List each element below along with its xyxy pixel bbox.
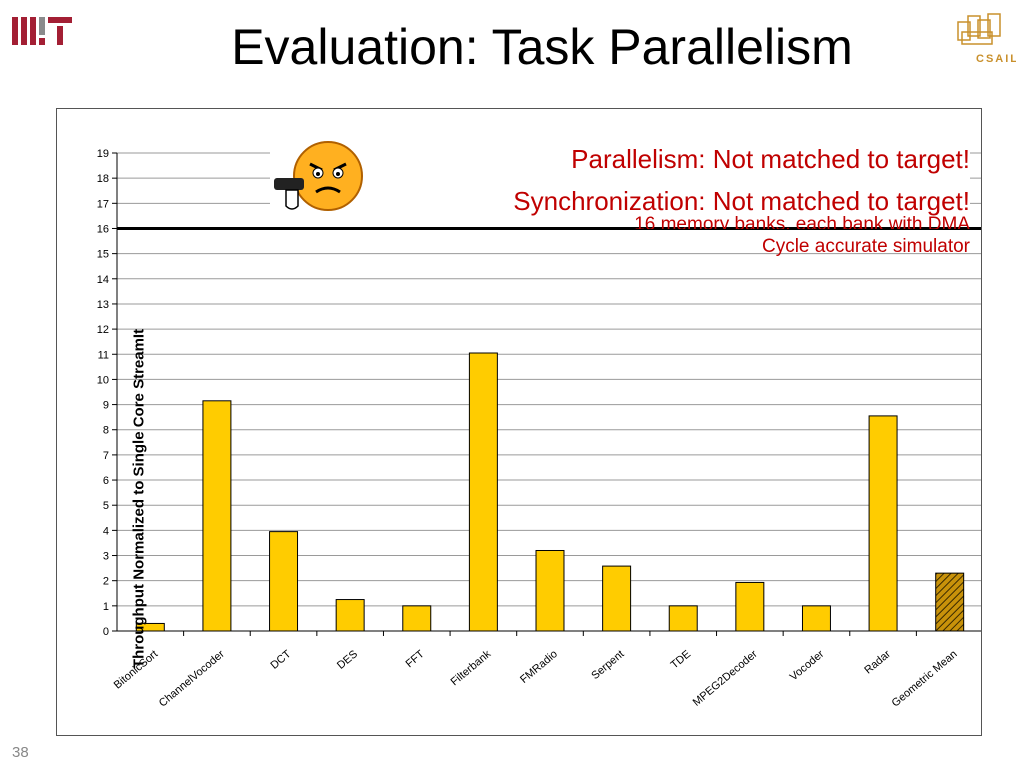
y-tick-label: 10 — [97, 374, 109, 386]
x-tick-label: Serpent — [589, 648, 626, 682]
bar — [668, 605, 698, 632]
y-tick-label: 3 — [103, 551, 109, 563]
x-tick-label: MPEG2Decoder — [691, 648, 760, 709]
annotation-simulator: Cycle accurate simulator — [761, 236, 970, 257]
x-tick-label: TDE — [669, 648, 694, 671]
y-tick-label: 8 — [103, 425, 109, 437]
x-tick-label: FMRadio — [518, 648, 560, 686]
x-tick-label: DCT — [268, 648, 293, 672]
y-tick-label: 12 — [97, 324, 109, 336]
y-tick-label: 11 — [98, 349, 109, 361]
x-tick-label: Filterbank — [449, 648, 494, 689]
bar — [801, 605, 831, 632]
y-tick-label: 18 — [97, 173, 109, 185]
mit-logo — [12, 14, 80, 55]
bar — [402, 605, 432, 632]
bar — [602, 565, 632, 632]
x-tick-label: Vocoder — [788, 648, 827, 683]
bar — [735, 581, 765, 632]
annotation-memory: 16 memory banks, each bank with DMA — [634, 214, 970, 229]
y-tick-label: 5 — [103, 500, 109, 512]
y-tick-label: 19 — [97, 148, 109, 160]
x-tick-label: DES — [335, 648, 360, 672]
y-tick-label: 17 — [97, 198, 109, 210]
y-tick-label: 0 — [103, 626, 109, 638]
y-tick-label: 16 — [97, 223, 109, 235]
y-tick-label: 14 — [97, 274, 109, 286]
bar — [335, 599, 365, 632]
bar — [202, 400, 232, 632]
annotation-memory-clip: 16 memory banks, each bank with DMA — [450, 212, 970, 229]
bar — [535, 549, 565, 632]
bar — [868, 415, 898, 632]
y-tick-label: 15 — [97, 249, 109, 261]
bar — [135, 622, 165, 632]
y-tick-label: 4 — [103, 525, 109, 537]
x-tick-label: FFT — [404, 648, 427, 670]
y-tick-label: 6 — [103, 475, 109, 487]
y-tick-label: 1 — [103, 601, 109, 613]
slide-title: Evaluation: Task Parallelism — [231, 19, 853, 75]
x-tick-label: Radar — [862, 648, 893, 677]
x-tick-label: Geometric Mean — [890, 648, 960, 709]
csail-logo: CSAIL — [948, 10, 1017, 71]
annotation-synchronization: Synchronization: Not matched to target! — [513, 186, 970, 216]
y-tick-label: 7 — [103, 450, 109, 462]
y-tick-label: 13 — [97, 299, 109, 311]
bar — [935, 572, 965, 632]
y-axis-label: Throughput Normalized to Single Core Str… — [130, 328, 148, 669]
bar — [468, 352, 498, 632]
annotation-parallelism: Parallelism: Not matched to target! — [571, 144, 970, 174]
bar — [269, 531, 299, 632]
y-tick-label: 9 — [103, 400, 109, 412]
emoji-icon — [272, 140, 368, 221]
x-tick-label: ChannelVocoder — [157, 648, 227, 710]
y-tick-label: 2 — [103, 576, 109, 588]
annotation-backdrop — [270, 140, 970, 210]
svg-text:CSAIL: CSAIL — [976, 53, 1016, 65]
slide-number: 38 — [12, 744, 29, 761]
bar-chart: 012345678910111213141516171819BitonicSor… — [97, 148, 981, 710]
chart-frame: 0 1 2 3 4 5 6 7 8 9 10 11 12 13 14 15 16 17 18 19 BitonicSor… — [56, 108, 982, 736]
